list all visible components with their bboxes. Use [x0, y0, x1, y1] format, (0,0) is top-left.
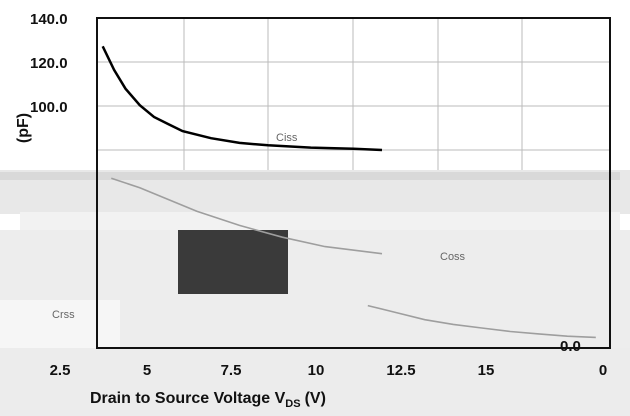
- x-tick-label: 7.5: [221, 362, 242, 379]
- x-tick-label: 10: [308, 362, 325, 379]
- series-group: [101, 45, 596, 339]
- y-tick-label: 140.0: [30, 11, 68, 28]
- x-axis-label-text: Drain to Source Voltage V: [90, 390, 286, 407]
- x-tick-label: 5: [143, 362, 151, 379]
- x-tick-label: 0: [599, 362, 607, 379]
- series-line-2: [367, 304, 596, 339]
- y-tick-label: 0.0: [560, 338, 581, 355]
- x-tick-label: 15: [478, 362, 495, 379]
- x-axis-label-subscript: DS: [285, 398, 300, 410]
- series-line-1: [101, 45, 383, 152]
- y-axis-label: (pF): [15, 113, 32, 143]
- x-axis-label-unit: (V): [305, 390, 326, 407]
- x-tick-label: 2.5: [50, 362, 71, 379]
- x-axis-label: Drain to Source Voltage VDS (V): [90, 390, 326, 410]
- series-label-crss: Crss: [52, 309, 75, 321]
- series-line-3: [111, 177, 383, 255]
- y-tick-label: 120.0: [30, 55, 68, 72]
- y-tick-labels: 140.0 120.0 100.0 0.0: [30, 11, 581, 355]
- x-tick-label: 12.5: [386, 362, 415, 379]
- series-label-ciss: Ciss: [276, 132, 298, 144]
- x-tick-labels: 2.5 5 7.5 10 12.5 15 0: [50, 362, 608, 379]
- y-tick-label: 100.0: [30, 99, 68, 116]
- plot-frame: [96, 17, 611, 349]
- image-artifacts: [0, 170, 630, 416]
- series-label-coss: Coss: [440, 251, 466, 263]
